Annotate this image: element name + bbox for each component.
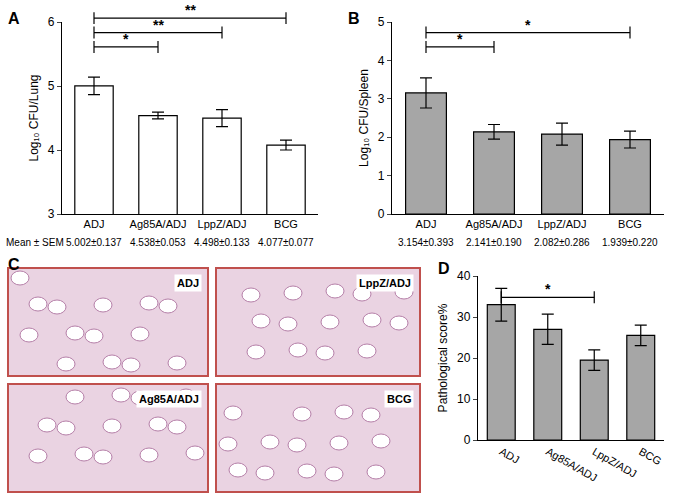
svg-text:**: ** (153, 17, 164, 33)
svg-text:6: 6 (48, 15, 55, 29)
svg-text:Ag85A/ADJ: Ag85A/ADJ (130, 218, 187, 230)
svg-text:4: 4 (48, 143, 55, 157)
svg-text:0: 0 (464, 433, 471, 447)
svg-text:3: 3 (378, 92, 385, 106)
svg-text:5.002±0.137: 5.002±0.137 (66, 237, 122, 248)
svg-text:Pathological score%: Pathological score% (436, 303, 450, 412)
svg-text:2.082±0.286: 2.082±0.286 (534, 237, 590, 248)
svg-text:4.077±0.077: 4.077±0.077 (258, 237, 314, 248)
svg-text:B: B (348, 10, 360, 27)
svg-text:BCG: BCG (637, 445, 664, 467)
svg-text:LppZ/ADJ: LppZ/ADJ (359, 277, 411, 289)
svg-text:*: * (123, 31, 129, 47)
svg-text:ADJ: ADJ (416, 218, 437, 230)
svg-text:5: 5 (378, 15, 385, 29)
svg-text:ADJ: ADJ (177, 277, 199, 289)
svg-text:LppZ/ADJ: LppZ/ADJ (591, 445, 639, 480)
svg-text:1.939±0.220: 1.939±0.220 (602, 237, 658, 248)
svg-text:*: * (545, 281, 551, 297)
svg-text:Ag85A/ADJ: Ag85A/ADJ (466, 218, 523, 230)
svg-text:4.498±0.133: 4.498±0.133 (194, 237, 250, 248)
svg-text:ADJ: ADJ (498, 445, 522, 466)
svg-text:Log₁₀ CFU/Lung: Log₁₀ CFU/Lung (27, 74, 41, 161)
svg-text:*: * (525, 17, 531, 33)
svg-text:1: 1 (378, 169, 385, 183)
svg-text:Mean ± SEM: Mean ± SEM (6, 237, 64, 248)
svg-text:5: 5 (48, 79, 55, 93)
svg-text:BCG: BCG (387, 393, 411, 405)
svg-text:40: 40 (457, 269, 471, 283)
svg-text:3: 3 (48, 207, 55, 221)
svg-text:A: A (8, 10, 20, 27)
svg-text:10: 10 (457, 392, 471, 406)
svg-text:**: ** (185, 2, 196, 18)
svg-text:20: 20 (457, 351, 471, 365)
svg-text:Ag85A/ADJ: Ag85A/ADJ (139, 393, 199, 405)
svg-text:30: 30 (457, 310, 471, 324)
svg-text:Log₁₀ CFU/Spleen: Log₁₀ CFU/Spleen (357, 69, 371, 167)
svg-text:4.538±0.053: 4.538±0.053 (130, 237, 186, 248)
svg-text:0: 0 (378, 207, 385, 221)
svg-text:*: * (457, 31, 463, 47)
svg-text:C: C (8, 256, 20, 273)
svg-text:3.154±0.393: 3.154±0.393 (398, 237, 454, 248)
svg-text:ADJ: ADJ (84, 218, 105, 230)
svg-text:Ag85A/ADJ: Ag85A/ADJ (544, 445, 599, 484)
svg-text:LppZ/ADJ: LppZ/ADJ (198, 218, 247, 230)
svg-text:2.141±0.190: 2.141±0.190 (466, 237, 522, 248)
svg-text:LppZ/ADJ: LppZ/ADJ (538, 218, 587, 230)
svg-text:BCG: BCG (618, 218, 642, 230)
svg-text:BCG: BCG (274, 218, 298, 230)
svg-text:4: 4 (378, 54, 385, 68)
svg-text:2: 2 (378, 130, 385, 144)
svg-text:D: D (438, 260, 450, 277)
